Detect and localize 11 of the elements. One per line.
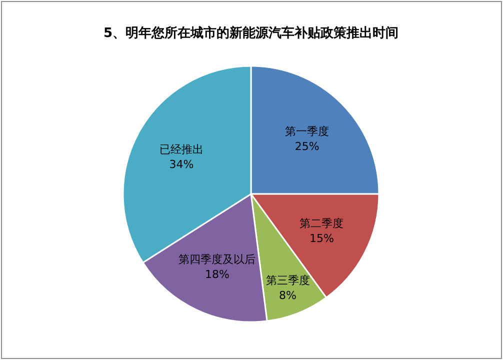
- slice-label: 第三季度: [266, 274, 310, 287]
- slice-label: 第四季度及以后: [178, 252, 256, 266]
- chart-title: 5、明年您所在城市的新能源汽车补贴政策推出时间: [103, 25, 399, 41]
- data-label: 25%: [294, 140, 320, 153]
- data-label: 34%: [169, 158, 194, 171]
- data-label: 15%: [309, 232, 334, 246]
- slice-label: 已经推出: [159, 142, 204, 156]
- slice-label: 第一季度: [285, 124, 330, 138]
- slice-label: 第二季度: [300, 217, 344, 230]
- data-label: 8%: [279, 288, 296, 302]
- data-label: 18%: [204, 268, 230, 281]
